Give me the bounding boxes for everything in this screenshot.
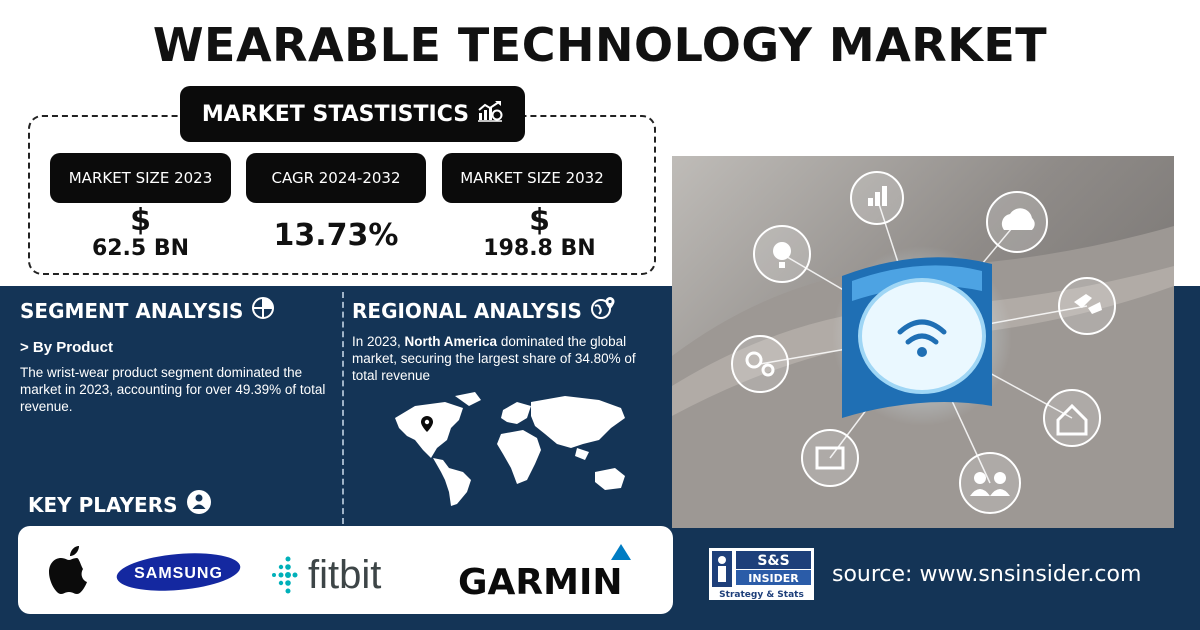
apple-logo-icon	[44, 544, 94, 601]
market-statistics-label: MARKET STASTISTICS	[201, 101, 470, 127]
segment-analysis-label: SEGMENT ANALYSIS	[20, 298, 244, 323]
section-divider	[342, 292, 344, 524]
segment-pie-icon	[251, 296, 275, 325]
regional-text-suffix: dominated the global market, securing th…	[352, 334, 636, 383]
fitbit-logo: fitbit	[268, 550, 433, 603]
regional-analysis-label: REGIONAL ANALYSIS	[352, 298, 582, 323]
value-text: 62.5 BN	[91, 236, 190, 261]
market-statistics-heading: MARKET STASTISTICS	[180, 86, 525, 142]
dollar-symbol: $	[529, 203, 550, 238]
regional-description: In 2023, North America dominated the glo…	[352, 333, 642, 384]
market-size-2023-label: MARKET SIZE 2023	[50, 153, 231, 203]
regional-highlight: North America	[404, 334, 498, 349]
samsung-text: SAMSUNG	[134, 565, 223, 582]
by-product-subheading: > By Product	[20, 339, 113, 356]
garmin-text: GARMIN	[458, 562, 622, 603]
key-players-label: KEY PLAYERS	[28, 492, 178, 517]
segment-description: The wrist-wear product segment dominated…	[20, 365, 326, 414]
key-players-heading: KEY PLAYERS	[28, 489, 212, 520]
market-size-2032-label: MARKET SIZE 2032	[442, 153, 622, 203]
brand-line3: Strategy & Stats	[719, 590, 804, 600]
cagr-label: CAGR 2024-2032	[246, 153, 426, 203]
person-badge-icon	[186, 489, 212, 520]
source-text: source: www.snsinsider.com	[832, 562, 1142, 587]
regional-text-prefix: In 2023,	[352, 334, 405, 349]
dollar-symbol: $	[130, 203, 151, 238]
globe-pin-icon	[590, 296, 616, 325]
garmin-logo: GARMIN	[456, 542, 651, 609]
market-size-2023-value: $ 62.5 BN	[50, 203, 231, 262]
location-pin-icon	[421, 416, 433, 432]
market-size-2032-value: $ 198.8 BN	[442, 203, 637, 262]
smartwatch-hero-image	[672, 156, 1174, 528]
samsung-logo: SAMSUNG	[116, 552, 241, 597]
sns-insider-logo: S&S INSIDER Strategy & Stats	[709, 548, 814, 600]
world-map-icon	[385, 388, 640, 513]
segment-analysis-heading: SEGMENT ANALYSIS	[20, 296, 275, 325]
cagr-value: 13.73%	[273, 218, 399, 253]
regional-analysis-heading: REGIONAL ANALYSIS	[352, 296, 616, 325]
brand-line2: INSIDER	[748, 572, 799, 585]
page-title: WEARABLE TECHNOLOGY MARKET	[152, 18, 1048, 72]
growth-chart-icon	[477, 100, 503, 128]
fitbit-text: fitbit	[308, 553, 381, 597]
value-text: 198.8 BN	[483, 236, 596, 261]
brand-line1: S&S	[757, 553, 789, 569]
